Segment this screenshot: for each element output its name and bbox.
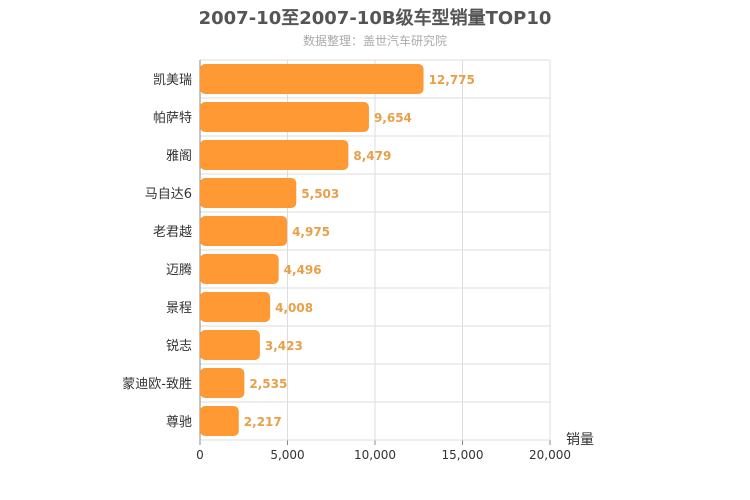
category-label: 尊驰 <box>166 414 192 430</box>
value-label: 2,535 <box>249 377 287 391</box>
bar <box>200 64 424 94</box>
value-label: 5,503 <box>301 187 339 201</box>
category-label: 马自达6 <box>145 187 192 202</box>
value-label: 4,975 <box>292 225 330 239</box>
x-tick-label: 0 <box>196 448 204 462</box>
bar-layer <box>200 64 424 436</box>
x-tick-label: 15,000 <box>442 448 484 462</box>
bar <box>200 178 297 208</box>
x-axis-title: 销量 <box>566 432 594 448</box>
bar <box>200 254 279 284</box>
bar <box>200 330 260 360</box>
x-tick-label: 5,000 <box>270 448 304 462</box>
value-label: 9,654 <box>374 111 412 125</box>
chart-subtitle: 数据整理：盖世汽车研究院 <box>302 34 447 48</box>
bar <box>200 368 245 398</box>
bar <box>200 292 271 322</box>
category-label: 蒙迪欧-致胜 <box>122 377 192 392</box>
value-label: 4,008 <box>275 301 313 315</box>
bar <box>200 406 239 436</box>
value-label: 12,775 <box>429 73 475 87</box>
category-label: 迈腾 <box>166 262 192 278</box>
value-label: 8,479 <box>353 149 391 163</box>
bar <box>200 140 349 170</box>
category-label: 雅阁 <box>166 149 192 164</box>
category-label: 帕萨特 <box>153 111 192 126</box>
value-label: 2,217 <box>244 415 282 429</box>
value-label: 3,423 <box>265 339 303 353</box>
label-layer: 0 5,000 10,000 15,000 20,000 凯美瑞 12,775 帕萨特 9,65… <box>122 73 571 462</box>
value-label: 4,496 <box>284 263 322 277</box>
x-tick-label: 20,000 <box>529 448 571 462</box>
x-tick-label: 10,000 <box>354 448 396 462</box>
chart-title: 2007-10至2007-10B级车型销量TOP10 <box>198 8 552 29</box>
bar <box>200 102 369 132</box>
category-label: 凯美瑞 <box>153 73 192 88</box>
category-label: 老君越 <box>153 225 192 240</box>
category-label: 景程 <box>166 301 192 316</box>
category-label: 锐志 <box>166 339 192 354</box>
bar <box>200 216 288 246</box>
